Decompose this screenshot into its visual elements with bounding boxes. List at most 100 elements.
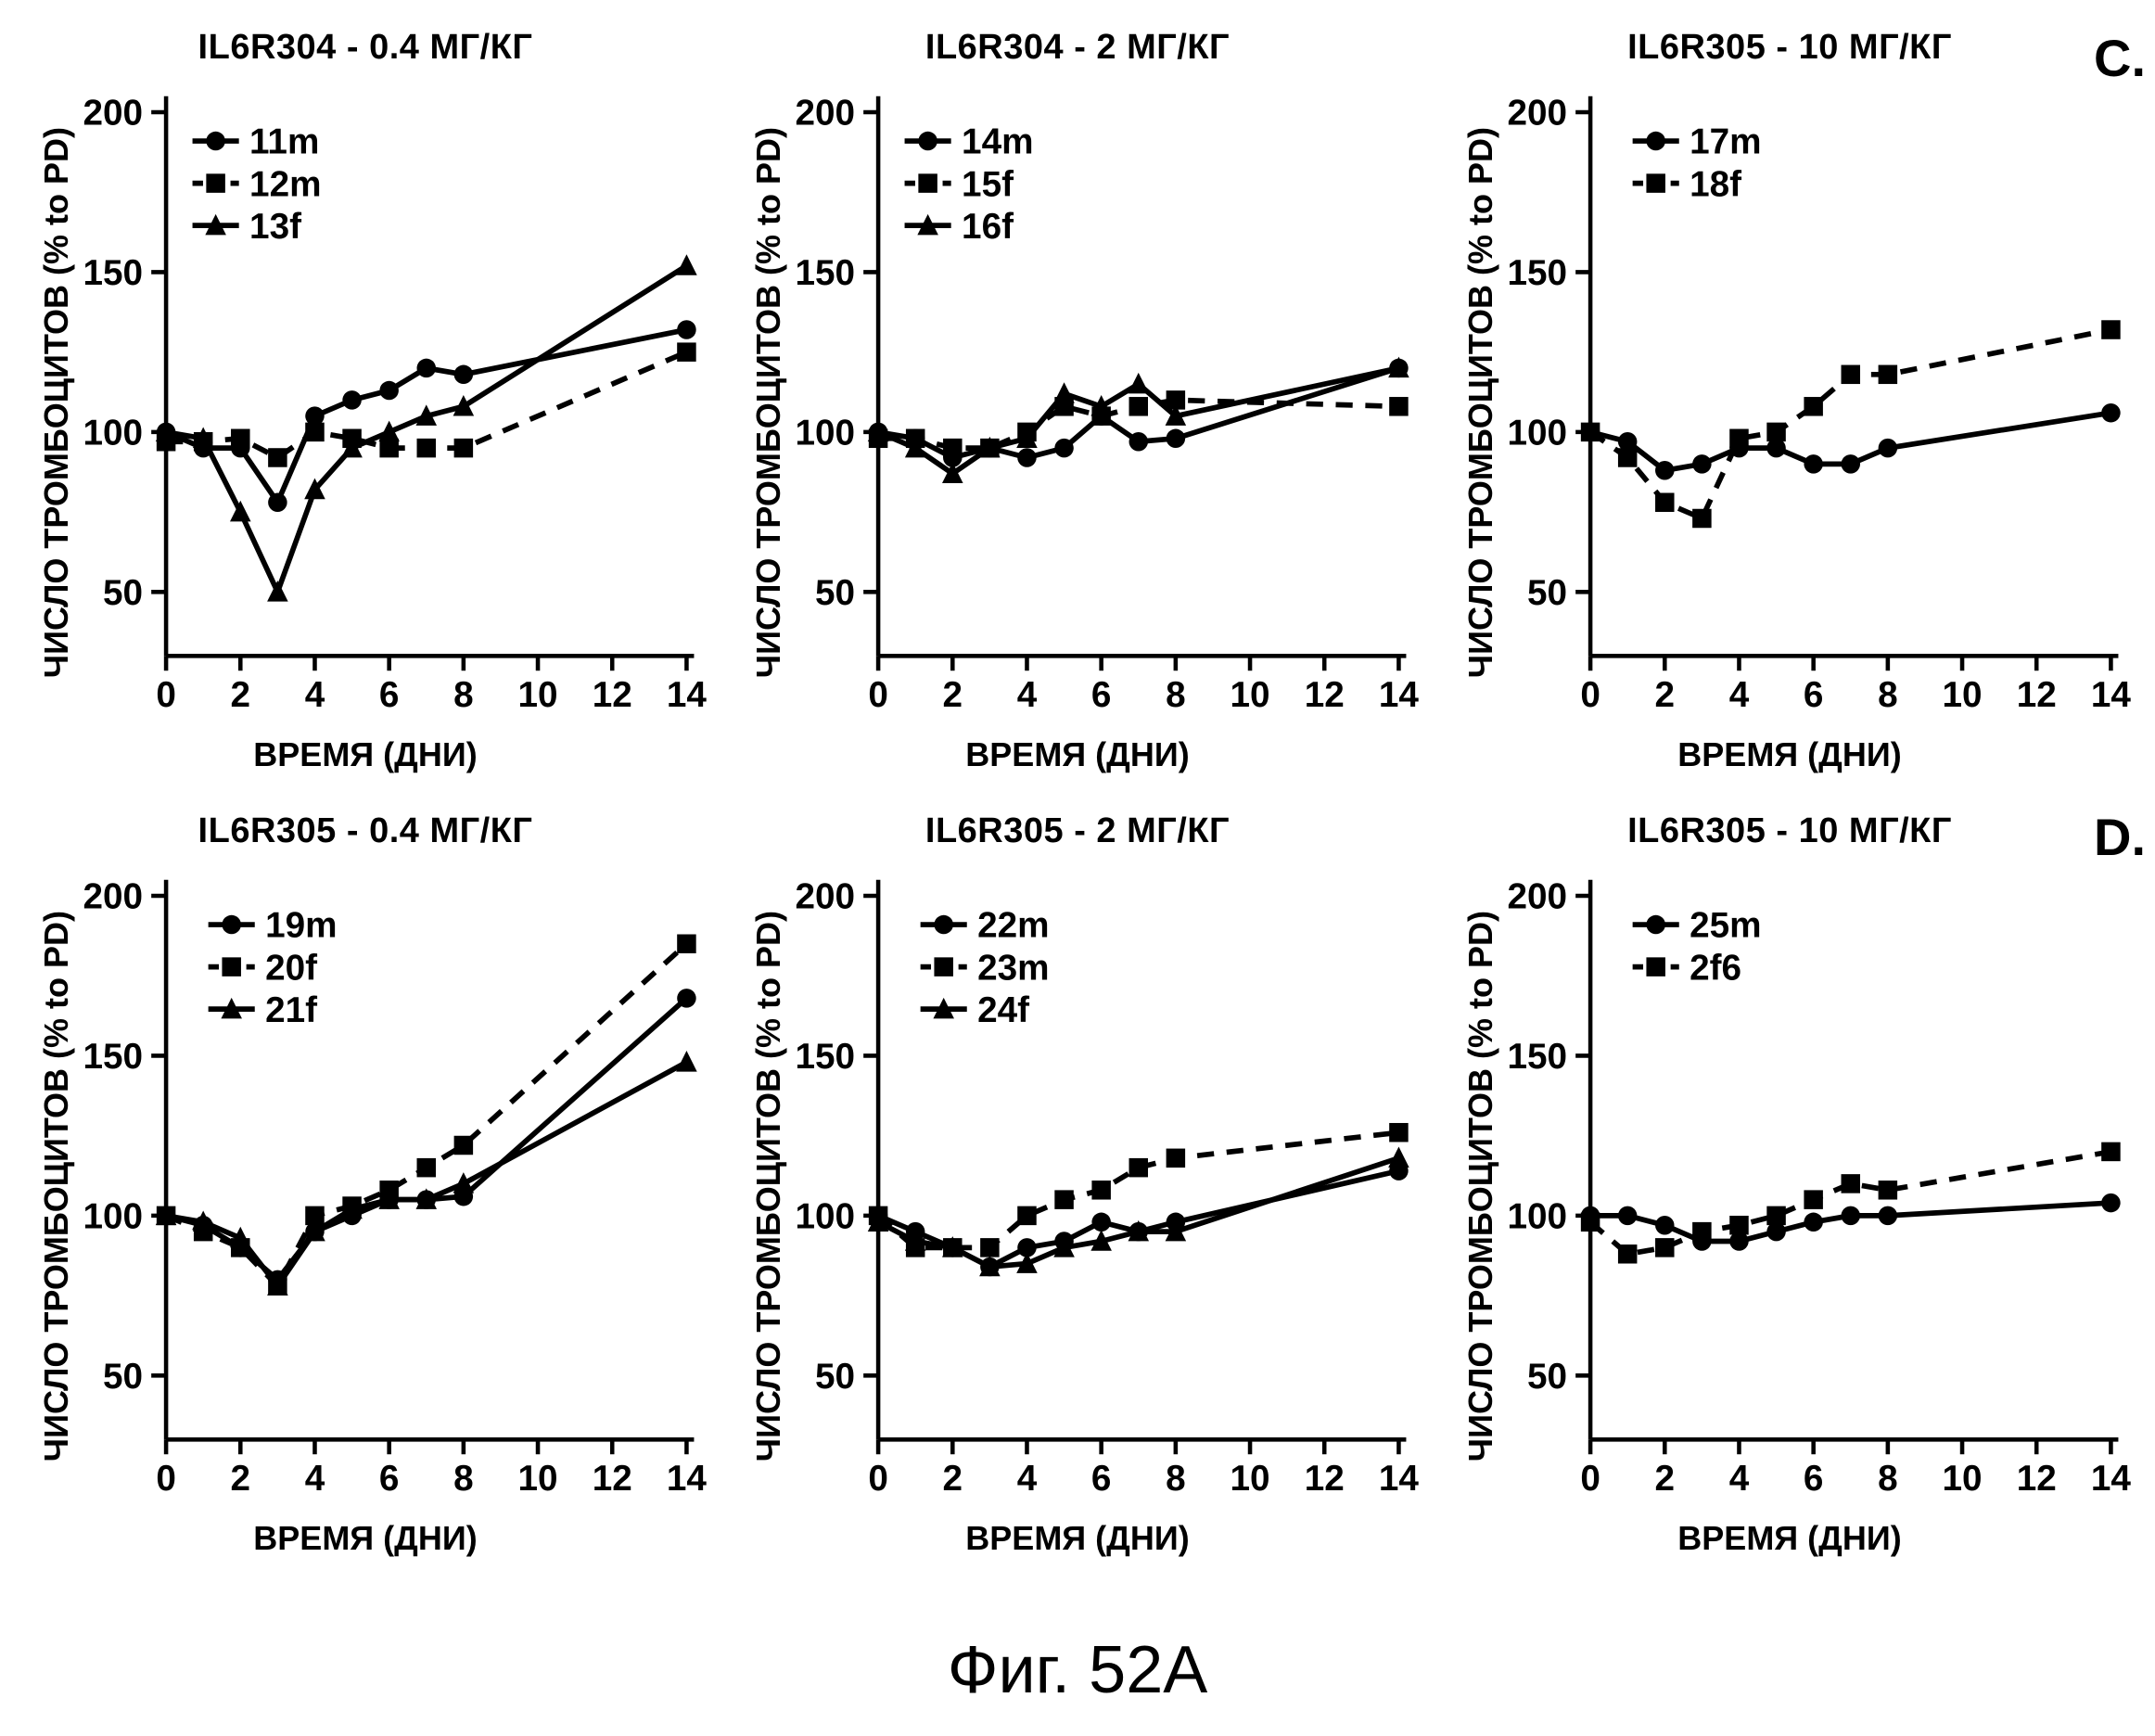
x-tick-label: 4 [305, 675, 325, 715]
legend-label: 14m [962, 122, 1033, 162]
x-tick-label: 12 [1305, 1459, 1345, 1499]
chart-panel: IL6R304 - 2 МГ/КГ ЧИСЛО ТРОМБОЦИТОВ (% to… [749, 28, 1406, 774]
chart-panel: IL6R305 - 2 МГ/КГ ЧИСЛО ТРОМБОЦИТОВ (% to… [749, 811, 1406, 1558]
y-tick-label: 50 [815, 573, 855, 613]
x-tick-label: 2 [231, 675, 251, 715]
y-tick-label: 50 [103, 573, 143, 613]
x-axis-label: ВРЕМЯ (ДНИ) [253, 1519, 477, 1558]
x-tick-label: 14 [667, 675, 708, 715]
plot-wrap: ЧИСЛО ТРОМБОЦИТОВ (% to PD)0246810121450… [1461, 75, 2118, 730]
figure-caption: Фиг. 52A [0, 1632, 2155, 1708]
y-axis-label: ЧИСЛО ТРОМБОЦИТОВ (% to PD) [749, 911, 788, 1462]
y-tick-label: 100 [83, 1197, 143, 1237]
y-tick-label: 200 [795, 877, 855, 917]
legend-label: 17m [1690, 122, 1761, 162]
x-axis-label: ВРЕМЯ (ДНИ) [1677, 735, 1901, 774]
y-tick-label: 200 [795, 94, 855, 134]
panel-title: IL6R304 - 2 МГ/КГ [925, 28, 1230, 68]
x-tick-label: 2 [231, 1459, 251, 1499]
x-tick-label: 8 [1878, 675, 1898, 715]
x-tick-label: 0 [156, 675, 176, 715]
x-axis-label: ВРЕМЯ (ДНИ) [965, 1519, 1189, 1558]
x-tick-label: 4 [1017, 675, 1038, 715]
y-tick-label: 200 [83, 94, 143, 134]
x-tick-label: 12 [593, 1459, 632, 1499]
y-axis-label: ЧИСЛО ТРОМБОЦИТОВ (% to PD) [1461, 127, 1500, 678]
x-tick-label: 8 [453, 1459, 474, 1499]
series-line [166, 266, 686, 593]
panel-grid: IL6R304 - 0.4 МГ/КГ ЧИСЛО ТРОМБОЦИТОВ (% … [37, 28, 2118, 1558]
x-axis-label: ВРЕМЯ (ДНИ) [253, 735, 477, 774]
legend-label: 25m [1690, 906, 1761, 946]
x-tick-label: 0 [1580, 1459, 1600, 1499]
x-tick-label: 6 [1804, 1459, 1824, 1499]
y-tick-label: 200 [1507, 94, 1567, 134]
x-tick-label: 14 [1379, 1459, 1420, 1499]
figure-page: C. D. IL6R304 - 0.4 МГ/КГЧИСЛО ТРОМБОЦИТ… [0, 0, 2155, 1736]
x-tick-label: 8 [453, 675, 474, 715]
y-tick-label: 100 [1507, 414, 1567, 453]
x-tick-label: 6 [1091, 675, 1112, 715]
x-tick-label: 12 [1305, 675, 1345, 715]
x-tick-label: 12 [2017, 1459, 2057, 1499]
chart-svg: 024681012145010015020019m20f21f [82, 859, 715, 1513]
x-tick-label: 0 [868, 1459, 888, 1499]
y-axis-label: ЧИСЛО ТРОМБОЦИТОВ (% to PD) [37, 911, 76, 1462]
y-tick-label: 100 [83, 414, 143, 453]
y-tick-label: 150 [795, 253, 855, 293]
x-tick-label: 8 [1166, 1459, 1186, 1499]
panel-title: IL6R304 - 0.4 МГ/КГ [198, 28, 533, 68]
legend-label: 23m [977, 948, 1049, 988]
x-tick-label: 6 [379, 1459, 400, 1499]
x-axis-label: ВРЕМЯ (ДНИ) [965, 735, 1189, 774]
y-tick-label: 150 [1507, 253, 1567, 293]
legend-label: 16f [962, 207, 1014, 247]
plot-wrap: ЧИСЛО ТРОМБОЦИТОВ (% to PD)0246810121450… [749, 859, 1406, 1513]
x-tick-label: 0 [156, 1459, 176, 1499]
y-tick-label: 150 [1507, 1037, 1567, 1077]
y-tick-label: 150 [83, 253, 143, 293]
chart-svg: 024681012145010015020025m2f6 [1506, 859, 2139, 1513]
x-tick-label: 6 [1091, 1459, 1112, 1499]
chart-svg: 024681012145010015020022m23m24f [794, 859, 1427, 1513]
x-tick-label: 2 [943, 1459, 963, 1499]
x-axis-label: ВРЕМЯ (ДНИ) [1677, 1519, 1901, 1558]
x-tick-label: 12 [2017, 675, 2057, 715]
x-tick-label: 2 [943, 675, 963, 715]
legend-label: 19m [265, 906, 337, 946]
y-tick-label: 100 [795, 1197, 855, 1237]
legend-label: 12m [249, 164, 321, 204]
x-tick-label: 6 [1804, 675, 1824, 715]
panel-title: IL6R305 - 0.4 МГ/КГ [198, 811, 533, 851]
x-tick-label: 12 [593, 675, 632, 715]
y-axis-label: ЧИСЛО ТРОМБОЦИТОВ (% to PD) [749, 127, 788, 678]
y-tick-label: 50 [1527, 573, 1567, 613]
legend-label: 15f [962, 164, 1014, 204]
x-tick-label: 10 [1943, 675, 1983, 715]
chart-panel: IL6R305 - 10 МГ/КГЧИСЛО ТРОМБОЦИТОВ (% t… [1461, 811, 2118, 1558]
x-tick-label: 10 [1231, 1459, 1270, 1499]
x-tick-label: 0 [868, 675, 888, 715]
y-tick-label: 150 [83, 1037, 143, 1077]
y-axis-label: ЧИСЛО ТРОМБОЦИТОВ (% to PD) [37, 127, 76, 678]
legend-label: 11m [249, 122, 319, 162]
x-tick-label: 14 [2091, 675, 2132, 715]
x-tick-label: 10 [518, 1459, 558, 1499]
legend-label: 22m [977, 906, 1049, 946]
chart-panel: IL6R305 - 0.4 МГ/КГ ЧИСЛО ТРОМБОЦИТОВ (% … [37, 811, 694, 1558]
panel-title: IL6R305 - 2 МГ/КГ [925, 811, 1230, 851]
legend-label: 18f [1690, 164, 1741, 204]
x-tick-label: 2 [1655, 1459, 1676, 1499]
legend-label: 21f [265, 990, 317, 1030]
x-tick-label: 2 [1655, 675, 1676, 715]
chart-panel: IL6R305 - 10 МГ/КГЧИСЛО ТРОМБОЦИТОВ (% t… [1461, 28, 2118, 774]
y-tick-label: 100 [1507, 1197, 1567, 1237]
y-axis-label: ЧИСЛО ТРОМБОЦИТОВ (% to PD) [1461, 911, 1500, 1462]
x-tick-label: 10 [518, 675, 558, 715]
x-tick-label: 0 [1580, 675, 1600, 715]
plot-wrap: ЧИСЛО ТРОМБОЦИТОВ (% to PD)0246810121450… [37, 859, 694, 1513]
plot-wrap: ЧИСЛО ТРОМБОЦИТОВ (% to PD)0246810121450… [37, 75, 694, 730]
plot-wrap: ЧИСЛО ТРОМБОЦИТОВ (% to PD)0246810121450… [1461, 859, 2118, 1513]
x-tick-label: 8 [1878, 1459, 1898, 1499]
chart-svg: 024681012145010015020014m15f16f [794, 75, 1427, 730]
